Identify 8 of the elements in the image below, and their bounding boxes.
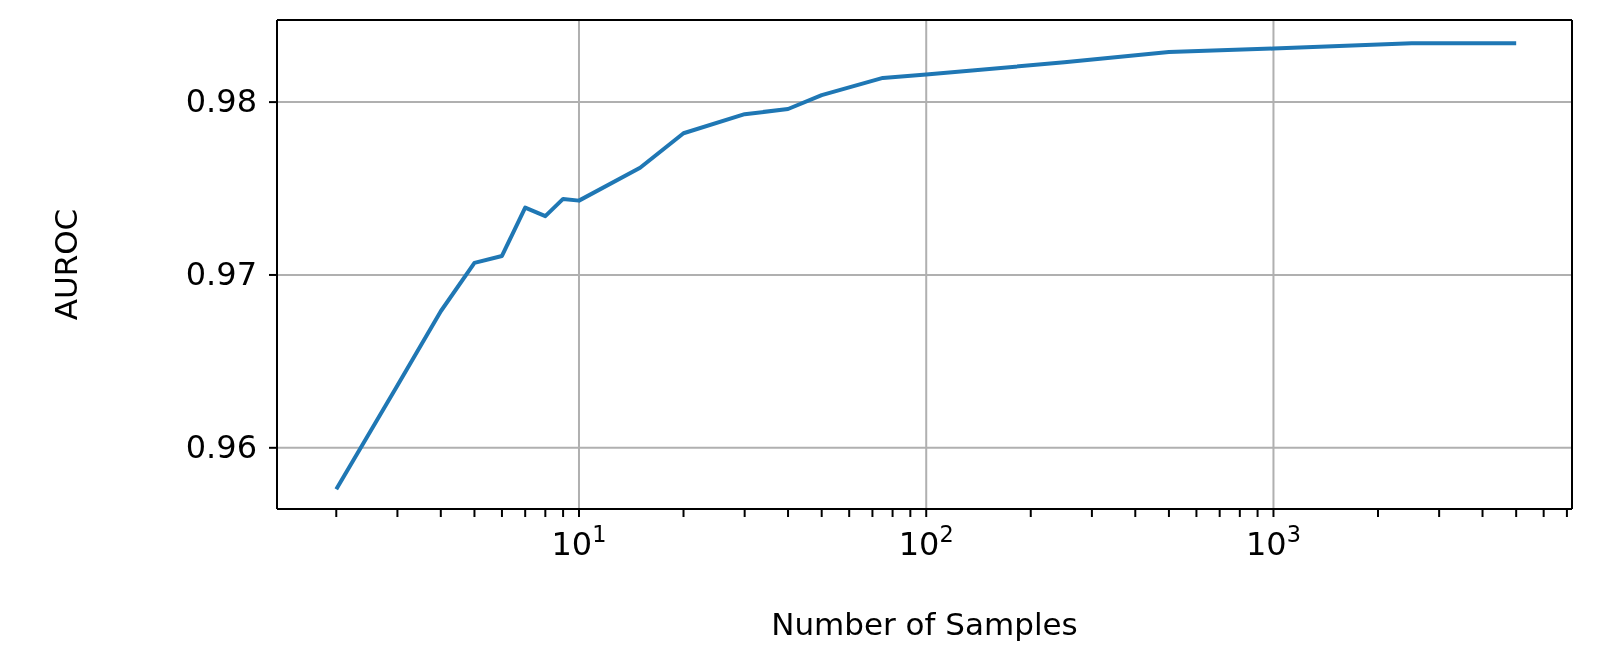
x-tick-label: 10$^{1}$ <box>551 521 607 563</box>
x-tick-label: 10$^{2}$ <box>898 521 954 563</box>
y-tick-label: 0.97 <box>185 254 257 293</box>
y-tick-label: 0.96 <box>185 427 257 466</box>
x-axis-title: Number of Samples <box>771 606 1078 642</box>
x-tick-label: 10$^{3}$ <box>1245 521 1301 563</box>
y-axis-title: AUROC <box>48 208 85 321</box>
y-tick-label: 0.98 <box>185 82 257 121</box>
